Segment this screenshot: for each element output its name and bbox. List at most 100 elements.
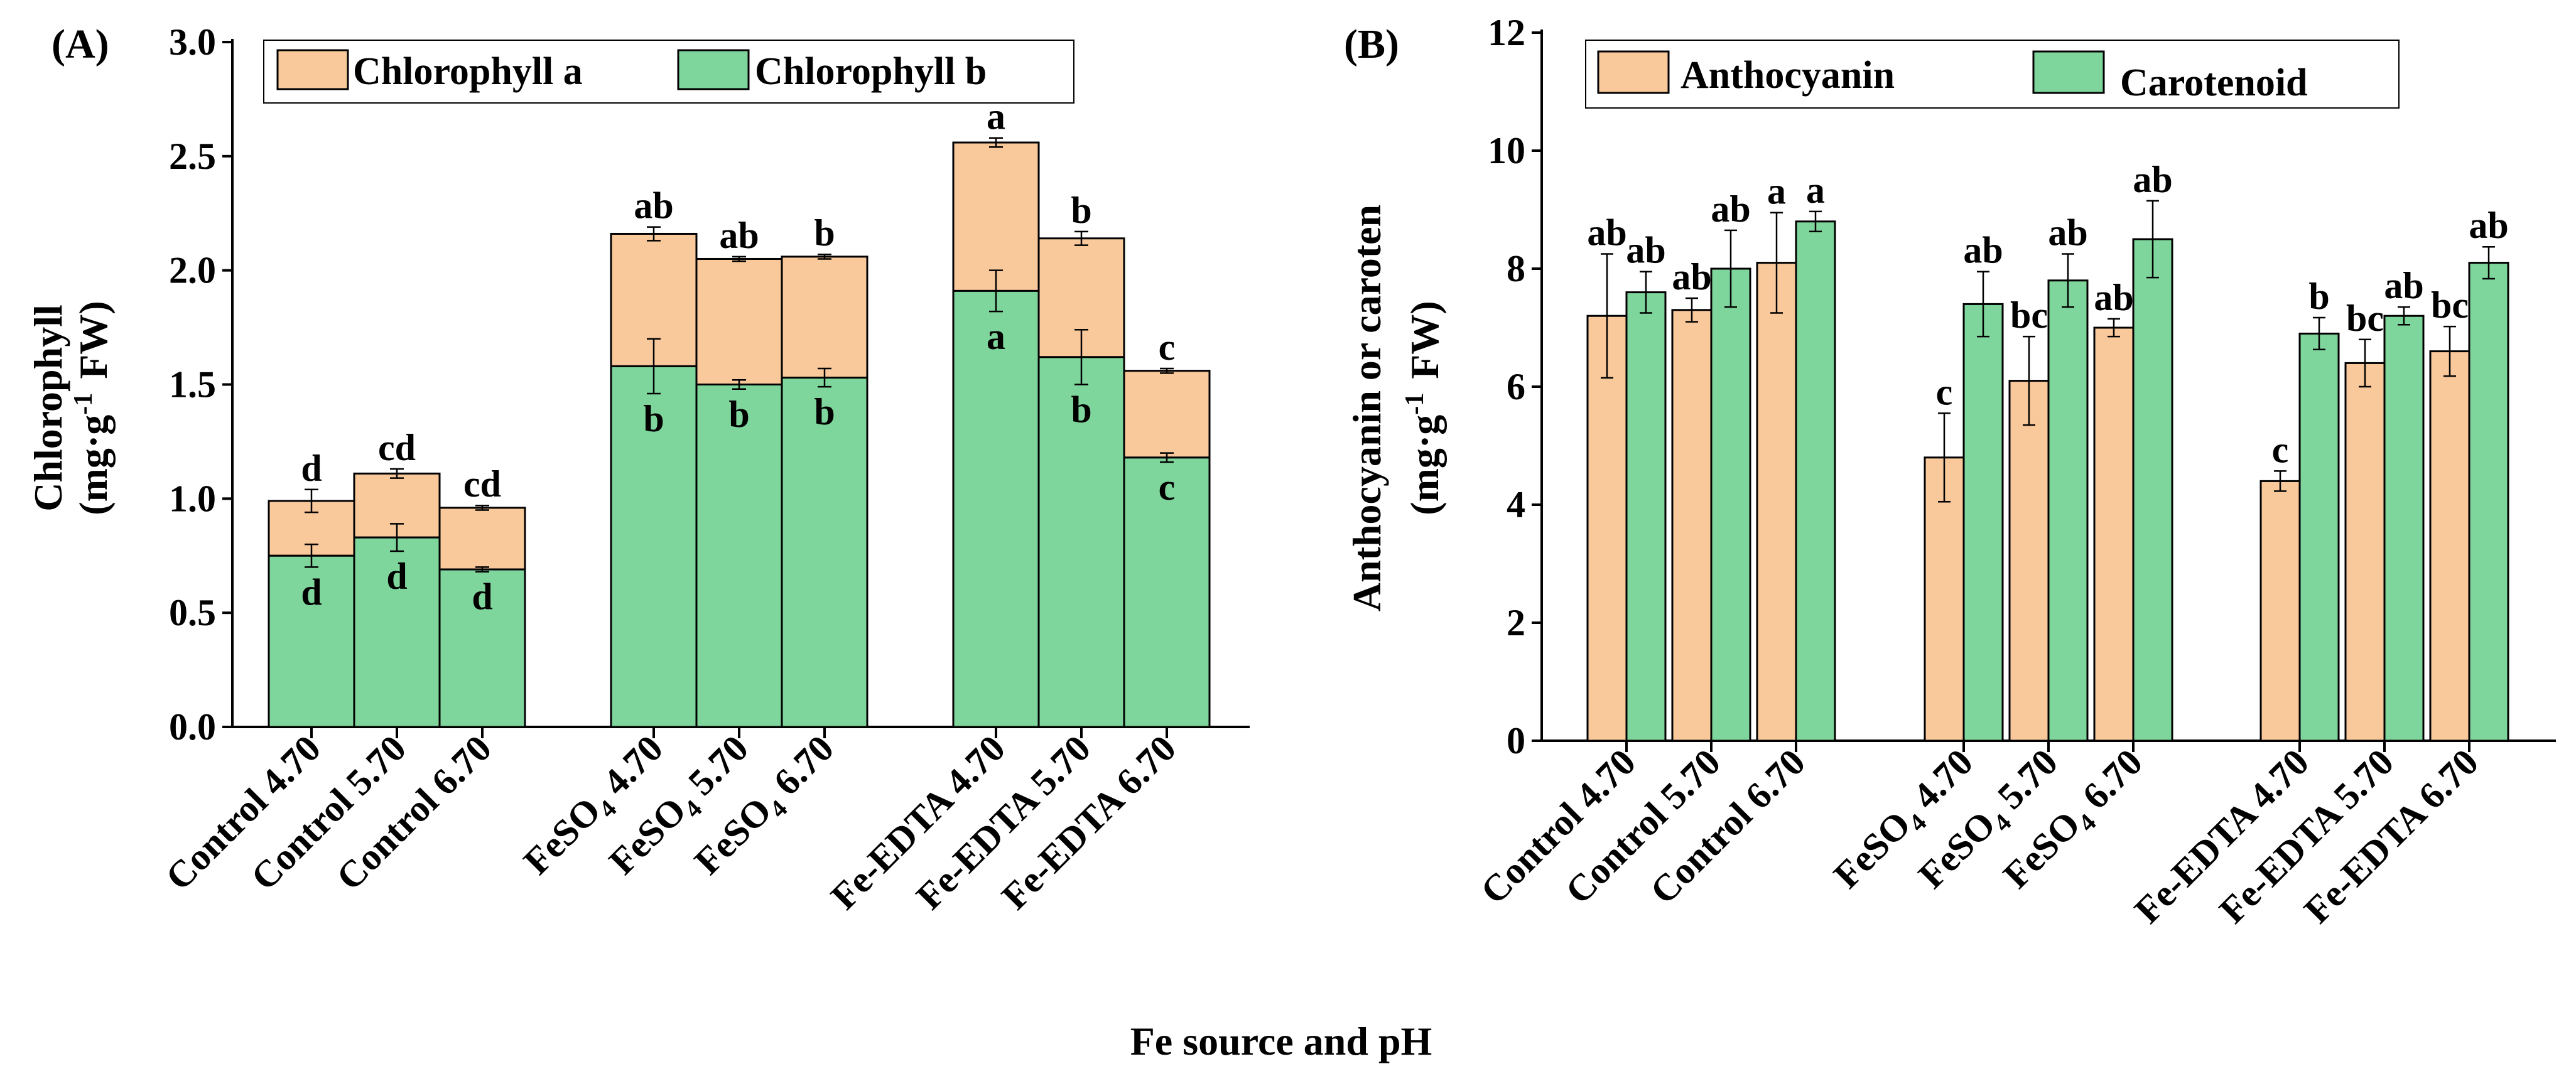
panel-b-ylabel-unit: (mg·g-1 FW) (1400, 301, 1447, 515)
bar-anthocyanin (2259, 480, 2301, 742)
significance-letter-total: a (987, 96, 1005, 137)
panel-b-ylabel-unit-sup: -1 (1400, 393, 1429, 415)
bar-chlorophyll-a (1123, 370, 1211, 459)
legend-swatch-carotenoid (2032, 50, 2105, 94)
panel-b-legend-frame (1585, 40, 2400, 109)
significance-letter-anthocyanin: a (1767, 171, 1786, 212)
bar-anthocyanin (2008, 380, 2050, 742)
panel-a-ylabel-unit-pre: (mg·g (71, 415, 116, 515)
shared-x-axis-label: Fe source and pH (1130, 1019, 1432, 1063)
bar-carotenoid (2047, 279, 2089, 742)
panel-a-y-tick-label: 1.0 (169, 478, 216, 519)
panel-b-legend: Anthocyanin Carotenoid (1585, 40, 2400, 109)
significance-letter-chlorophyll-b: d (472, 576, 492, 618)
panel-b-y-tick-label: 10 (1488, 130, 1525, 171)
significance-letter-anthocyanin: bc (2431, 284, 2469, 326)
significance-letter-chlorophyll-b: d (386, 556, 407, 597)
panel-b-ylabel-unit-post: FW) (1402, 301, 1447, 379)
panel-b-ylabel-line1: Anthocyanin or caroten (1345, 205, 1389, 611)
panel-b-y-tick-label: 0 (1507, 720, 1525, 761)
bar-chlorophyll-a (952, 141, 1040, 292)
significance-letter-carotenoid: ab (2469, 205, 2508, 246)
bar-anthocyanin (2344, 362, 2386, 742)
legend-swatch-anthocyanin (1597, 50, 1670, 94)
panel-a-y-tick-label: 0.0 (169, 706, 216, 748)
significance-letter-carotenoid: ab (1626, 230, 1665, 271)
significance-letter-chlorophyll-b: c (1159, 466, 1176, 508)
significance-letter-chlorophyll-b: d (301, 571, 322, 613)
bar-chlorophyll-a (781, 255, 869, 379)
significance-letter-chlorophyll-b: b (1071, 389, 1091, 431)
panel-b-y-tick-label: 8 (1507, 248, 1525, 289)
significance-letter-carotenoid: ab (1963, 230, 2003, 271)
significance-letter-chlorophyll-b: b (643, 398, 664, 439)
significance-letter-chlorophyll-b: b (728, 394, 749, 435)
significance-letter-total: ab (719, 215, 759, 256)
significance-letter-carotenoid: b (2308, 276, 2329, 317)
significance-letter-total: c (1159, 326, 1176, 368)
panel-a-legend: Chlorophyll a Chlorophyll b (263, 40, 1074, 104)
panel-b-y-tick-label: 2 (1507, 602, 1525, 643)
bar-carotenoid (2298, 332, 2340, 742)
panel-a-ylabel-unit: (mg·g-1 FW) (69, 301, 116, 515)
significance-letter-anthocyanin: c (2272, 429, 2289, 470)
significance-letter-anthocyanin: ab (1672, 256, 1711, 298)
bar-chlorophyll-b (610, 365, 698, 728)
significance-letter-carotenoid: a (1806, 169, 1825, 211)
bar-anthocyanin (1924, 456, 1965, 742)
panel-a-y-tick-label: 2.0 (169, 250, 216, 291)
bar-anthocyanin (1586, 315, 1628, 742)
significance-letter-total: b (814, 212, 835, 254)
significance-letter-total: ab (634, 185, 673, 227)
bar-chlorophyll-b (781, 377, 869, 728)
significance-letter-chlorophyll-b: b (814, 391, 835, 433)
bar-carotenoid (1625, 291, 1667, 742)
panel-a-ylabel-unit-post: FW) (71, 301, 116, 379)
bar-chlorophyll-a (695, 257, 783, 385)
panel-a-y-tick-label: 0.5 (169, 592, 216, 633)
panel-a-legend-frame (263, 40, 1074, 104)
significance-letter-total: cd (463, 463, 501, 505)
legend-swatch-chlorophyll-b (677, 49, 750, 90)
panel-a-y-tick-label: 2.5 (169, 136, 216, 177)
significance-letter-total: b (1071, 190, 1091, 231)
significance-letter-carotenoid: ab (2048, 212, 2087, 254)
panel-b-y-tick-label: 12 (1488, 12, 1525, 53)
panel-a-label: (A) (51, 21, 109, 67)
legend-label-anthocyanin: Anthocyanin (1680, 54, 1895, 97)
significance-letter-total: cd (378, 427, 416, 468)
bar-carotenoid (1795, 220, 1836, 742)
bar-anthocyanin (1756, 262, 1797, 742)
bar-chlorophyll-a (438, 507, 526, 571)
legend-label-chlorophyll-b: Chlorophyll b (755, 50, 987, 93)
bar-carotenoid (2468, 262, 2509, 742)
panel-b-y-tick-label: 4 (1507, 484, 1525, 525)
bar-carotenoid (1962, 303, 2004, 742)
legend-label-chlorophyll-a: Chlorophyll a (353, 50, 583, 93)
bar-carotenoid (2383, 315, 2425, 742)
significance-letter-carotenoid: ab (1711, 188, 1750, 230)
significance-letter-anthocyanin: ab (1587, 212, 1626, 254)
panel-b-ylabel-unit-pre: (mg·g (1402, 415, 1447, 515)
legend-swatch-chlorophyll-a (276, 49, 349, 90)
bar-anthocyanin (2429, 350, 2470, 742)
panel-a-ylabel-unit-sup: -1 (69, 393, 98, 415)
panel-a-ylabel-line1: Chlorophyll (26, 304, 70, 512)
bar-anthocyanin (1671, 309, 1713, 742)
significance-letter-chlorophyll-b: a (987, 316, 1005, 357)
significance-letter-anthocyanin: ab (2094, 277, 2133, 318)
significance-letter-total: d (301, 448, 322, 489)
bar-carotenoid (2132, 238, 2173, 742)
legend-label-carotenoid: Carotenoid (2120, 62, 2308, 104)
panel-a-y-tick-label: 3.0 (169, 21, 216, 63)
bar-carotenoid (1710, 267, 1751, 742)
significance-letter-anthocyanin: bc (2346, 298, 2384, 339)
bar-chlorophyll-b (353, 536, 441, 728)
bar-chlorophyll-b (1037, 356, 1125, 728)
significance-letter-carotenoid: ab (2133, 159, 2172, 200)
panel-a-y-tick-label: 1.5 (169, 364, 216, 406)
panel-b-label: (B) (1344, 21, 1399, 67)
significance-letter-anthocyanin: c (1936, 371, 1953, 412)
significance-letter-anthocyanin: bc (2010, 294, 2048, 336)
